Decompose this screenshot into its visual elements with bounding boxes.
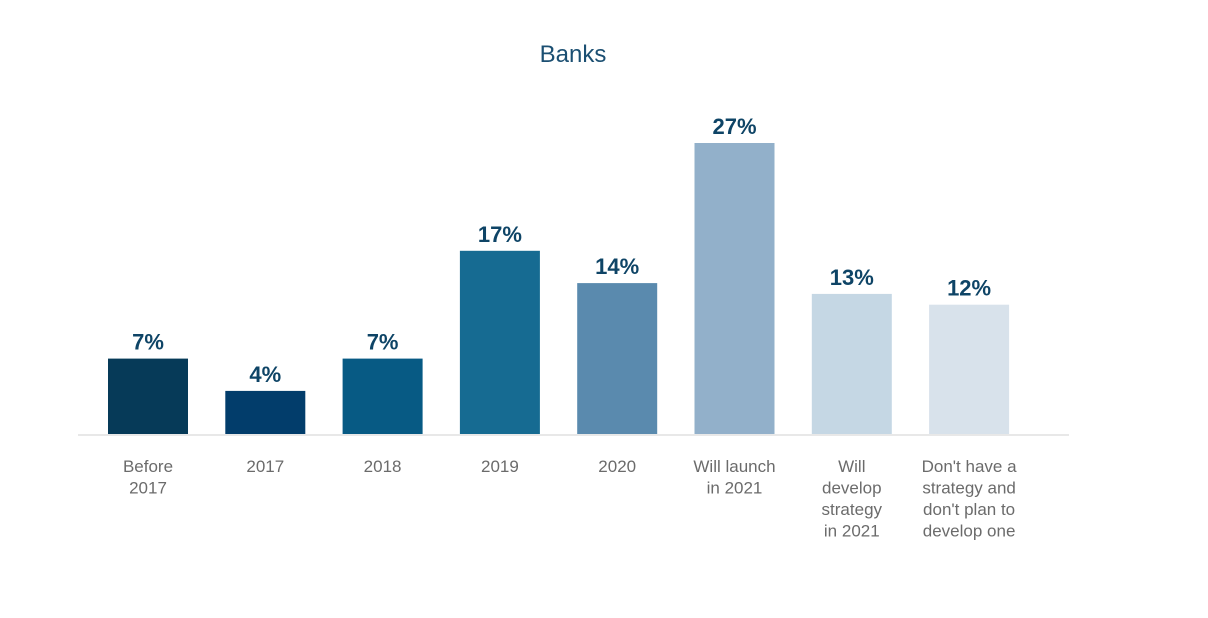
category-label-line: 2020 <box>598 457 636 476</box>
value-label-6: 13% <box>830 265 874 290</box>
category-label-line: Will launch <box>693 457 775 476</box>
category-label-6: Will develop strategy in 2021 <box>822 457 883 541</box>
category-label-3: 2019 <box>481 457 519 476</box>
category-label-line: 2019 <box>481 457 519 476</box>
category-label-line: Before <box>123 457 173 476</box>
category-label-5: Will launch in 2021 <box>693 457 775 498</box>
category-label-line: 2017 <box>129 479 167 498</box>
chart-title: Banks <box>540 41 607 68</box>
category-label-line: in 2021 <box>707 479 763 498</box>
category-label-line: don't plan to <box>923 500 1015 519</box>
category-label-line: strategy <box>822 500 883 519</box>
category-label-line: strategy and <box>922 479 1016 498</box>
bar-3 <box>459 250 540 434</box>
bar-2 <box>342 358 423 434</box>
bar-0 <box>108 358 188 434</box>
category-label-0: Before 2017 <box>123 457 173 498</box>
bar-4 <box>577 283 658 434</box>
value-label-4: 14% <box>595 254 639 279</box>
bar-5 <box>694 143 775 434</box>
category-label-2: 2018 <box>364 457 402 476</box>
category-label-4: 2020 <box>598 457 636 476</box>
value-label-7: 12% <box>947 276 991 301</box>
category-label-line: in 2021 <box>824 522 880 541</box>
category-label-1: 2017 <box>246 457 284 476</box>
category-label-line: 2017 <box>246 457 284 476</box>
bar-6 <box>811 293 892 434</box>
category-label-line: Will <box>838 457 865 476</box>
value-label-2: 7% <box>367 330 399 355</box>
bars-group: 7% Before 2017 4% 2017 7% 2018 17% 2019 14% 2020 27… <box>108 114 1017 541</box>
category-label-line: 2018 <box>364 457 402 476</box>
category-label-line: develop one <box>923 522 1016 541</box>
bar-7 <box>929 304 1010 434</box>
bar-1 <box>225 390 306 434</box>
category-label-7: Don't have a strategy and don't plan to dev… <box>922 457 1017 541</box>
category-label-line: Don't have a <box>922 457 1017 476</box>
value-label-1: 4% <box>249 362 281 387</box>
value-label-3: 17% <box>478 222 522 247</box>
value-label-5: 27% <box>712 114 756 139</box>
value-label-0: 7% <box>132 330 164 355</box>
category-label-line: develop <box>822 479 882 498</box>
